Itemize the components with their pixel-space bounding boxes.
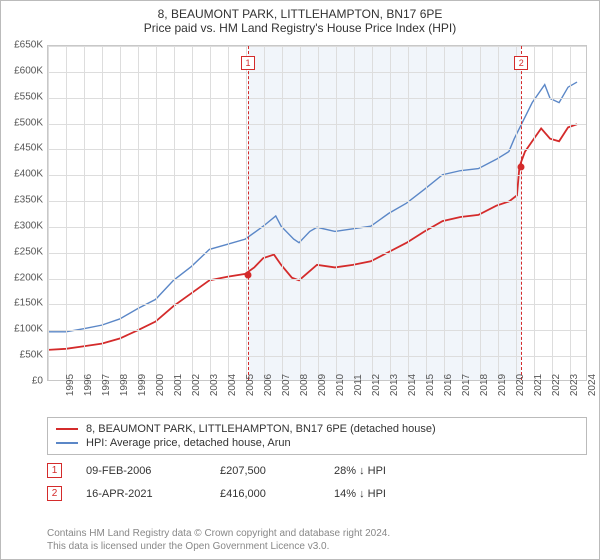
legend-label: 8, BEAUMONT PARK, LITTLEHAMPTON, BN17 6P… bbox=[86, 423, 436, 435]
y-axis-label: £600K bbox=[14, 65, 43, 76]
x-gridline bbox=[408, 46, 409, 380]
footer-line1: Contains HM Land Registry data © Crown c… bbox=[47, 528, 587, 541]
y-gridline bbox=[48, 330, 586, 331]
fact-row: 1 09-FEB-2006 £207,500 28% ↓ HPI bbox=[47, 459, 587, 482]
x-gridline bbox=[264, 46, 265, 380]
x-gridline bbox=[480, 46, 481, 380]
y-gridline bbox=[48, 98, 586, 99]
x-gridline bbox=[426, 46, 427, 380]
x-gridline bbox=[498, 46, 499, 380]
sales-facts: 1 09-FEB-2006 £207,500 28% ↓ HPI 2 16-APR-202… bbox=[47, 459, 587, 505]
legend-item: 8, BEAUMONT PARK, LITTLEHAMPTON, BN17 6P… bbox=[56, 422, 578, 436]
fact-date: 09-FEB-2006 bbox=[86, 465, 196, 477]
x-gridline bbox=[138, 46, 139, 380]
x-gridline bbox=[336, 46, 337, 380]
chart-card: 8, BEAUMONT PARK, LITTLEHAMPTON, BN17 6P… bbox=[0, 0, 600, 560]
sale-vline bbox=[521, 46, 522, 380]
y-axis-label: £400K bbox=[14, 169, 43, 180]
fact-pct: 28% ↓ HPI bbox=[334, 465, 454, 477]
plot-area: 12 bbox=[47, 45, 587, 381]
y-axis-label: £150K bbox=[14, 298, 43, 309]
x-gridline bbox=[534, 46, 535, 380]
y-axis-label: £450K bbox=[14, 143, 43, 154]
x-gridline bbox=[444, 46, 445, 380]
x-gridline bbox=[372, 46, 373, 380]
plot-container: 12 £0£50K£100K£150K£200K£250K£300K£350K£… bbox=[47, 45, 587, 381]
x-gridline bbox=[390, 46, 391, 380]
legend: 8, BEAUMONT PARK, LITTLEHAMPTON, BN17 6P… bbox=[47, 417, 587, 455]
footer-line2: This data is licensed under the Open Gov… bbox=[47, 541, 587, 554]
y-gridline bbox=[48, 149, 586, 150]
sale-badge: 2 bbox=[514, 56, 528, 70]
sale-point bbox=[518, 163, 525, 170]
x-axis-label: 2025 bbox=[587, 374, 600, 396]
sale-point bbox=[244, 271, 251, 278]
x-gridline bbox=[462, 46, 463, 380]
y-axis-label: £100K bbox=[14, 324, 43, 335]
y-gridline bbox=[48, 124, 586, 125]
legend-label: HPI: Average price, detached house, Arun bbox=[86, 437, 291, 449]
y-gridline bbox=[48, 279, 586, 280]
title-line1: 8, BEAUMONT PARK, LITTLEHAMPTON, BN17 6P… bbox=[1, 7, 599, 21]
x-gridline bbox=[246, 46, 247, 380]
x-gridline bbox=[210, 46, 211, 380]
x-gridline bbox=[120, 46, 121, 380]
y-gridline bbox=[48, 46, 586, 47]
x-gridline bbox=[48, 46, 49, 380]
y-axis-label: £300K bbox=[14, 220, 43, 231]
x-gridline bbox=[228, 46, 229, 380]
x-gridline bbox=[84, 46, 85, 380]
x-gridline bbox=[66, 46, 67, 380]
x-gridline bbox=[318, 46, 319, 380]
sale-badge: 1 bbox=[241, 56, 255, 70]
y-axis-label: £250K bbox=[14, 246, 43, 257]
y-axis-label: £0 bbox=[32, 376, 43, 387]
y-axis-label: £50K bbox=[20, 350, 43, 361]
legend-item: HPI: Average price, detached house, Arun bbox=[56, 436, 578, 450]
y-gridline bbox=[48, 175, 586, 176]
fact-price: £207,500 bbox=[220, 465, 310, 477]
y-gridline bbox=[48, 72, 586, 73]
legend-swatch bbox=[56, 428, 78, 430]
x-gridline bbox=[102, 46, 103, 380]
x-gridline bbox=[174, 46, 175, 380]
footer-attribution: Contains HM Land Registry data © Crown c… bbox=[47, 528, 587, 553]
legend-swatch bbox=[56, 442, 78, 444]
fact-row: 2 16-APR-2021 £416,000 14% ↓ HPI bbox=[47, 482, 587, 505]
fact-pct: 14% ↓ HPI bbox=[334, 488, 454, 500]
x-gridline bbox=[570, 46, 571, 380]
y-axis-label: £550K bbox=[14, 91, 43, 102]
title-line2: Price paid vs. HM Land Registry's House … bbox=[1, 21, 599, 35]
fact-price: £416,000 bbox=[220, 488, 310, 500]
y-gridline bbox=[48, 356, 586, 357]
x-gridline bbox=[516, 46, 517, 380]
x-gridline bbox=[156, 46, 157, 380]
x-gridline bbox=[192, 46, 193, 380]
x-gridline bbox=[354, 46, 355, 380]
x-gridline bbox=[552, 46, 553, 380]
y-axis-label: £500K bbox=[14, 117, 43, 128]
y-gridline bbox=[48, 227, 586, 228]
y-gridline bbox=[48, 253, 586, 254]
title-block: 8, BEAUMONT PARK, LITTLEHAMPTON, BN17 6P… bbox=[1, 1, 599, 37]
fact-badge: 1 bbox=[47, 463, 62, 478]
x-gridline bbox=[282, 46, 283, 380]
fact-date: 16-APR-2021 bbox=[86, 488, 196, 500]
sale-vline bbox=[248, 46, 249, 380]
y-axis-label: £200K bbox=[14, 272, 43, 283]
y-gridline bbox=[48, 201, 586, 202]
fact-badge: 2 bbox=[47, 486, 62, 501]
y-gridline bbox=[48, 304, 586, 305]
y-axis-label: £350K bbox=[14, 195, 43, 206]
y-axis-label: £650K bbox=[14, 40, 43, 51]
x-gridline bbox=[300, 46, 301, 380]
